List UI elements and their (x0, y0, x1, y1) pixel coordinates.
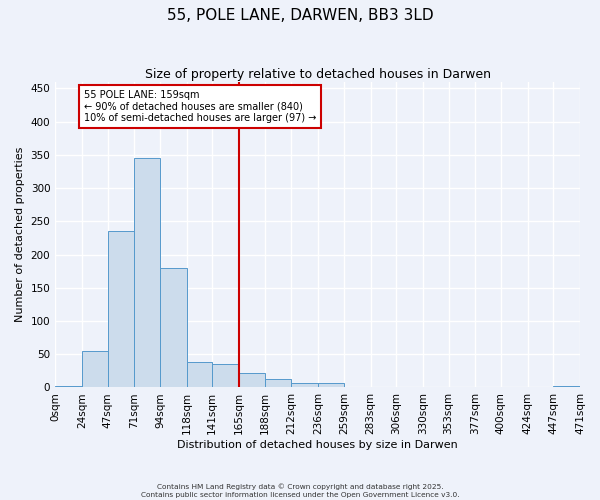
Text: Contains HM Land Registry data © Crown copyright and database right 2025.
Contai: Contains HM Land Registry data © Crown c… (140, 484, 460, 498)
Bar (107, 231, 134, 388)
Title: Size of property relative to detached houses in Darwen: Size of property relative to detached ho… (145, 68, 491, 80)
Text: 55, POLE LANE, DARWEN, BB3 3LD: 55, POLE LANE, DARWEN, BB3 3LD (167, 8, 433, 22)
Text: 55 POLE LANE: 159sqm
← 90% of detached houses are smaller (840)
10% of semi-deta: 55 POLE LANE: 159sqm ← 90% of detached h… (84, 90, 317, 123)
Bar (239, 373, 265, 388)
Bar (212, 364, 239, 388)
Bar (134, 158, 160, 388)
Bar (553, 386, 580, 388)
Y-axis label: Number of detached properties: Number of detached properties (15, 147, 25, 322)
Bar (318, 383, 344, 388)
Bar (265, 380, 292, 388)
Bar (292, 384, 318, 388)
Bar (55, 386, 82, 388)
X-axis label: Distribution of detached houses by size in Darwen: Distribution of detached houses by size … (177, 440, 458, 450)
Bar (187, 362, 212, 388)
Bar (160, 268, 187, 388)
Bar (82, 351, 107, 388)
